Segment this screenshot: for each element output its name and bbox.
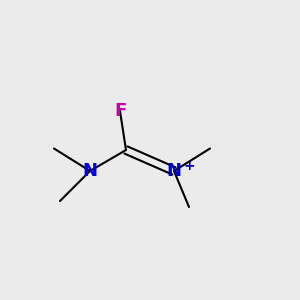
Text: +: + [184, 159, 195, 172]
Text: N: N [82, 162, 98, 180]
Text: N: N [167, 162, 182, 180]
Text: F: F [114, 102, 126, 120]
